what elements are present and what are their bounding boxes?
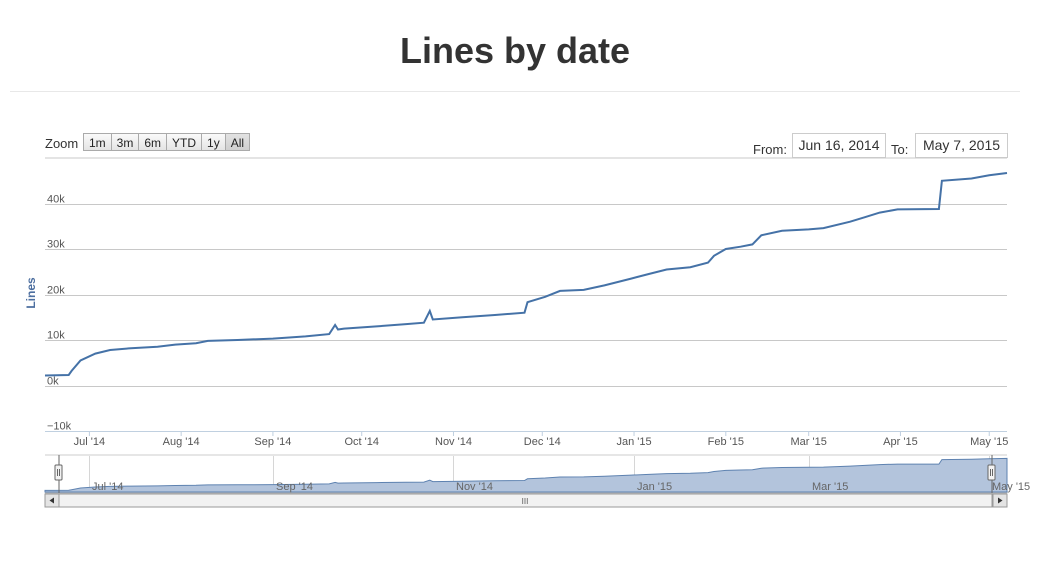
x-axis-labels: Jul '14 Aug '14 Sep '14 Oct '14 Nov '14 Dec '…: [74, 436, 1009, 448]
x-tick-label: May '15: [970, 436, 1008, 448]
grid-lines: [45, 157, 1007, 436]
y-tick-label: 20k: [47, 285, 65, 297]
x-tick-label: Dec '14: [524, 436, 561, 448]
navigator[interactable]: Jul '14 Sep '14 Nov '14 Jan '15 Mar '15 May '…: [44, 454, 1030, 494]
x-tick-label: Feb '15: [708, 436, 744, 448]
zoom-all-button[interactable]: All: [225, 133, 251, 151]
navigator-tick-label: May '15: [992, 481, 1030, 493]
range-from-label: From:: [753, 142, 787, 157]
y-tick-label: −10k: [47, 421, 72, 433]
title-divider: [10, 91, 1020, 92]
scrollbar-grip-icon: III: [522, 497, 529, 506]
y-axis-labels: −10k 0k 10k 20k 30k 40k: [47, 194, 72, 433]
zoom-1m-button[interactable]: 1m: [83, 133, 112, 151]
navigator-labels: Jul '14 Sep '14 Nov '14 Jan '15 Mar '15 May '…: [92, 481, 1030, 493]
navigator-right-handle[interactable]: [987, 455, 996, 493]
zoom-3m-button[interactable]: 3m: [111, 133, 140, 151]
scrollbar[interactable]: III: [44, 493, 1008, 508]
page-title: Lines by date: [399, 30, 631, 71]
navigator-area: [44, 457, 1008, 493]
zoom-label: Zoom: [45, 136, 79, 151]
y-tick-label: 10k: [47, 330, 65, 342]
y-axis-title: Lines: [24, 277, 38, 309]
x-tick-label: Aug '14: [163, 436, 200, 448]
y-tick-label: 0k: [47, 376, 59, 388]
navigator-tick-label: Nov '14: [456, 481, 493, 493]
scrollbar-thumb[interactable]: [58, 493, 993, 508]
x-tick-label: Jul '14: [74, 436, 105, 448]
navigator-tick-label: Sep '14: [276, 481, 313, 493]
scroll-left-arrow-icon: [49, 497, 54, 504]
navigator-tick-label: Jul '14: [92, 481, 123, 493]
range-to-input[interactable]: May 7, 2015: [915, 133, 1008, 158]
range-from-input[interactable]: Jun 16, 2014: [792, 133, 886, 158]
x-tick-label: Mar '15: [791, 436, 827, 448]
range-to-label: To:: [891, 142, 909, 157]
series-line: [44, 172, 1008, 377]
scroll-right-arrow-icon: [998, 497, 1003, 504]
navigator-tick-label: Mar '15: [812, 481, 848, 493]
x-tick-label: Apr '15: [883, 436, 918, 448]
navigator-left-handle[interactable]: [54, 455, 63, 493]
x-tick-label: Sep '14: [254, 436, 291, 448]
zoom-6m-button[interactable]: 6m: [139, 133, 168, 151]
y-tick-label: 40k: [47, 194, 65, 206]
x-tick-label: Jan '15: [616, 436, 651, 448]
x-tick-label: Oct '14: [344, 436, 379, 448]
x-tick-label: Nov '14: [435, 436, 472, 448]
zoom-button-group: 1m 3m 6m YTD 1y All: [83, 133, 251, 151]
zoom-ytd-button[interactable]: YTD: [167, 133, 203, 151]
zoom-1y-button[interactable]: 1y: [202, 133, 226, 151]
y-tick-label: 30k: [47, 239, 65, 251]
navigator-tick-label: Jan '15: [637, 481, 672, 493]
